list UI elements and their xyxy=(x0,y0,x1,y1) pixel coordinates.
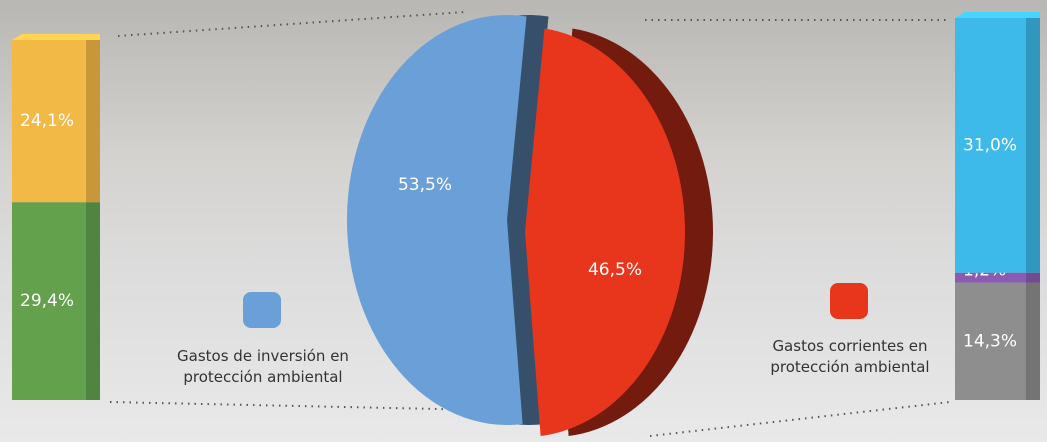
bar-segment xyxy=(12,202,100,400)
bar-segment xyxy=(12,40,100,203)
bar-segment xyxy=(955,282,1040,400)
connector-lines xyxy=(109,11,951,437)
legend-swatch xyxy=(243,292,281,328)
connector xyxy=(117,11,466,37)
bar-segment xyxy=(955,18,1040,273)
data-label: 24,1% xyxy=(20,111,74,131)
legend-label: Gastos de inversión en protección ambien… xyxy=(177,347,349,386)
pie-slice xyxy=(346,14,527,425)
data-label: 29,4% xyxy=(20,291,74,311)
bar-shade xyxy=(86,40,100,203)
connector xyxy=(109,401,486,411)
bar-shade xyxy=(1026,18,1040,273)
bar-top xyxy=(955,12,1040,18)
data-label: 46,5% xyxy=(588,260,642,280)
data-label: 53,5% xyxy=(398,175,452,195)
bar-top xyxy=(12,34,100,40)
legend-swatch xyxy=(830,283,868,319)
pie-slice xyxy=(525,28,686,437)
bar-shade xyxy=(86,202,100,400)
legend-label: Gastos corrientes en protección ambienta… xyxy=(770,337,930,376)
bar-shade xyxy=(1026,272,1040,283)
bar-segment xyxy=(955,272,1040,283)
data-label: 14,3% xyxy=(963,331,1017,351)
bar-shade xyxy=(1026,282,1040,400)
connector xyxy=(649,401,951,437)
data-label: 31,0% xyxy=(963,135,1017,155)
